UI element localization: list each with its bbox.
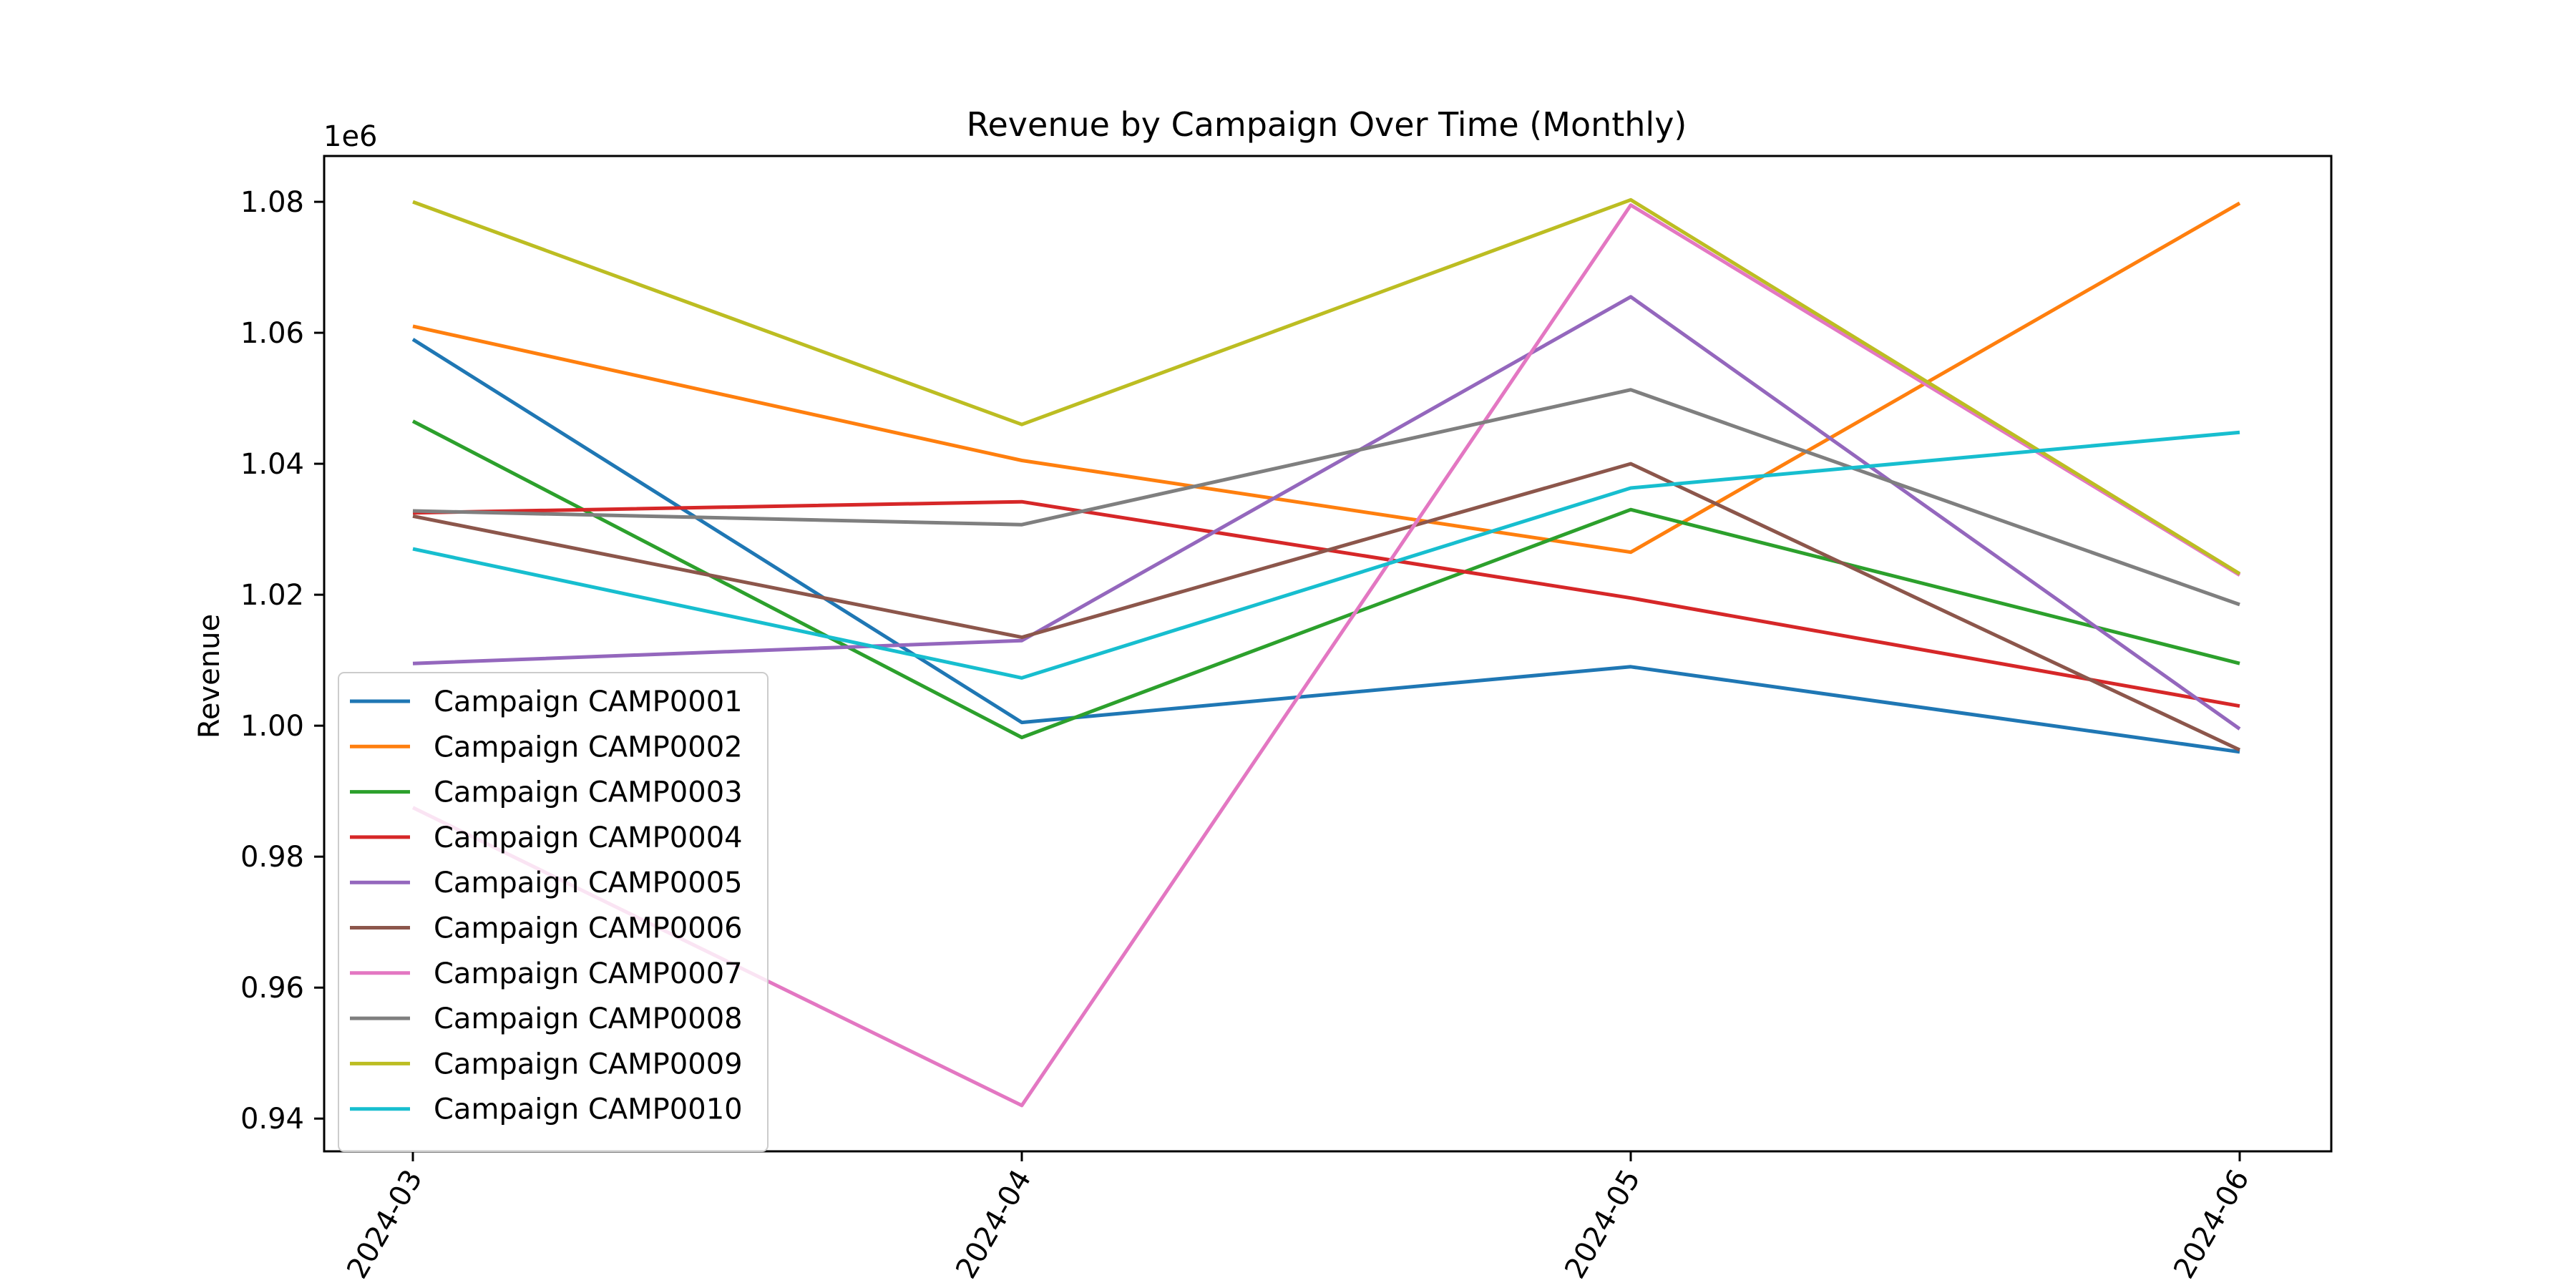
series-line-10 xyxy=(412,430,2240,680)
series-line-2 xyxy=(412,201,2241,555)
series-line-1 xyxy=(411,338,2240,754)
y-tick-label: 1.00 xyxy=(240,710,304,743)
y-tick-label: 0.94 xyxy=(240,1103,304,1136)
legend-entry-label: Campaign CAMP0004 xyxy=(434,821,743,854)
y-tick-label: 1.04 xyxy=(240,448,304,481)
legend-entry-label: Campaign CAMP0003 xyxy=(434,776,743,809)
legend-entry-label: Campaign CAMP0001 xyxy=(434,686,743,718)
y-axis-offset-label: 1e6 xyxy=(323,120,378,153)
y-tick-label: 0.98 xyxy=(240,841,304,874)
legend-entry-label: Campaign CAMP0002 xyxy=(434,731,743,763)
series-lines xyxy=(411,197,2241,1108)
series-line-9 xyxy=(412,197,2241,576)
series-line-5 xyxy=(412,295,2241,731)
series-line-6 xyxy=(412,462,2241,752)
legend-entry-label: Campaign CAMP0005 xyxy=(434,867,743,899)
legend-entry-label: Campaign CAMP0009 xyxy=(434,1048,743,1080)
y-tick-label: 1.06 xyxy=(240,317,304,350)
legend-entry-label: Campaign CAMP0008 xyxy=(434,1002,743,1035)
y-tick-label: 1.02 xyxy=(240,579,304,612)
y-axis-ticks: 0.94 0.96 0.98 1.00 1.02 1.04 1.06 1.08 xyxy=(240,186,324,1136)
series-line-8 xyxy=(412,388,2240,607)
legend-entry-label: Campaign CAMP0006 xyxy=(434,912,743,945)
legend-entry-label: Campaign CAMP0010 xyxy=(434,1093,743,1126)
y-axis-label: Revenue xyxy=(193,614,226,738)
plot-area-frame xyxy=(323,155,2333,1153)
chart-title: Revenue by Campaign Over Time (Monthly) xyxy=(967,105,1687,144)
legend-box xyxy=(338,672,769,1152)
legend: Campaign CAMP0001 Campaign CAMP0002 Campai… xyxy=(338,672,769,1152)
legend-entry-label: Campaign CAMP0007 xyxy=(434,957,743,990)
y-tick-label: 0.96 xyxy=(240,972,304,1005)
series-line-3 xyxy=(411,419,2240,740)
y-tick-label: 1.08 xyxy=(240,186,304,219)
